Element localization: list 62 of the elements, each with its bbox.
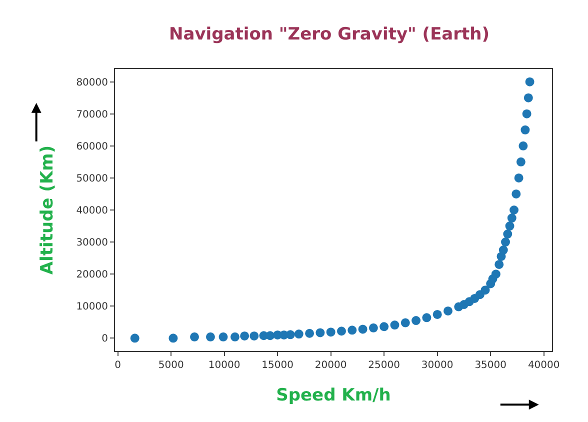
- y-tick-label: 70000: [76, 109, 108, 120]
- point: [168, 334, 178, 343]
- point: [498, 246, 508, 255]
- y-tick-label: 30000: [76, 238, 108, 249]
- point: [130, 334, 140, 343]
- x-tick-label: 25000: [368, 360, 400, 371]
- point: [514, 173, 524, 182]
- point: [444, 306, 452, 316]
- point: [432, 310, 442, 319]
- point: [412, 316, 421, 326]
- point: [316, 328, 325, 338]
- point: [480, 286, 490, 295]
- point: [505, 222, 514, 231]
- point: [326, 328, 336, 337]
- point: [522, 109, 532, 118]
- point: [512, 189, 521, 198]
- point: [305, 328, 314, 338]
- point: [190, 332, 200, 342]
- y-tick-label: 60000: [76, 141, 108, 152]
- point: [491, 270, 500, 279]
- y-tick-label: 20000: [76, 270, 108, 281]
- y-axis-title: Altitude (Km): [38, 145, 58, 275]
- point: [520, 125, 530, 134]
- y-tick-label: 80000: [76, 77, 108, 88]
- point: [336, 326, 346, 336]
- point: [294, 330, 304, 339]
- x-tick-label: 10000: [208, 360, 240, 371]
- point: [524, 93, 533, 102]
- point: [422, 313, 432, 322]
- x-tick-label: 5000: [158, 360, 184, 371]
- point: [230, 332, 240, 342]
- chart-title: Navigation "Zero Gravity" (Earth): [169, 24, 490, 45]
- point: [525, 77, 534, 86]
- point: [516, 157, 526, 166]
- x-tick-label: 20000: [314, 360, 347, 371]
- y-tick-label: 0: [102, 334, 108, 345]
- point: [507, 214, 516, 223]
- x-tick-label: 35000: [474, 360, 507, 371]
- point: [390, 320, 400, 330]
- y-tick-label: 50000: [76, 173, 108, 184]
- point: [218, 332, 228, 342]
- point: [266, 331, 275, 340]
- x-tick-label: 0: [114, 360, 122, 371]
- point: [494, 260, 504, 269]
- x-tick-label: 30000: [421, 360, 454, 371]
- point: [206, 332, 215, 342]
- x-tick-label: 15000: [262, 360, 294, 371]
- y-tick-label: 40000: [76, 206, 108, 216]
- point: [358, 324, 368, 334]
- point: [518, 141, 528, 150]
- point: [510, 206, 519, 214]
- point: [380, 322, 389, 332]
- point: [501, 238, 510, 247]
- point: [400, 318, 410, 328]
- point: [240, 331, 250, 340]
- x-tick-label: 40000: [528, 360, 560, 371]
- point: [503, 230, 512, 239]
- x-axis-title: Speed Km/h: [276, 385, 391, 406]
- y-tick-label: 10000: [76, 302, 108, 313]
- point: [250, 331, 259, 340]
- point: [368, 323, 378, 332]
- point: [348, 326, 357, 335]
